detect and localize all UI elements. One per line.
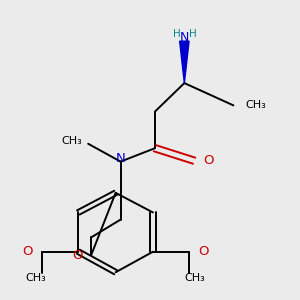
Polygon shape: [180, 41, 189, 83]
Text: CH₃: CH₃: [61, 136, 82, 146]
Text: CH₃: CH₃: [26, 274, 46, 284]
Text: H: H: [173, 29, 181, 40]
Text: O: O: [198, 245, 208, 258]
Text: CH₃: CH₃: [185, 274, 206, 284]
Text: N: N: [116, 152, 125, 165]
Text: O: O: [203, 154, 214, 167]
Text: O: O: [23, 245, 33, 258]
Text: CH₃: CH₃: [245, 100, 266, 110]
Text: N: N: [180, 32, 189, 44]
Text: H: H: [189, 29, 196, 40]
Text: O: O: [72, 249, 82, 262]
